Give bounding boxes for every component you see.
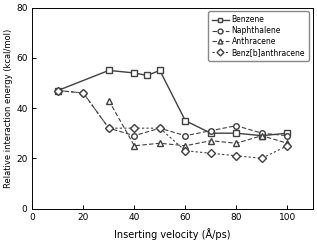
- Naphthalene: [107, 127, 111, 130]
- Naphthalene: [81, 92, 85, 94]
- Benz[b]anthracene: [56, 89, 60, 92]
- Benz[b]anthracene: [133, 127, 136, 130]
- Benzene: [56, 89, 60, 92]
- Anthracene: [235, 142, 238, 145]
- Naphthalene: [158, 127, 162, 130]
- Naphthalene: [133, 134, 136, 137]
- Naphthalene: [260, 132, 264, 135]
- Benzene: [285, 132, 289, 135]
- Benzene: [184, 119, 187, 122]
- Benzene: [235, 132, 238, 135]
- Line: Anthracene: Anthracene: [106, 98, 290, 149]
- Benzene: [145, 74, 149, 77]
- Benz[b]anthracene: [260, 157, 264, 160]
- Anthracene: [260, 134, 264, 137]
- Line: Naphthalene: Naphthalene: [55, 88, 290, 139]
- Benzene: [133, 71, 136, 74]
- Benz[b]anthracene: [209, 152, 213, 155]
- Legend: Benzene, Naphthalene, Anthracene, Benz[b]anthracene: Benzene, Naphthalene, Anthracene, Benz[b…: [208, 11, 309, 61]
- Naphthalene: [235, 124, 238, 127]
- Line: Benzene: Benzene: [55, 68, 290, 139]
- Benz[b]anthracene: [81, 92, 85, 94]
- Line: Benz[b]anthracene: Benz[b]anthracene: [55, 88, 290, 161]
- Benz[b]anthracene: [107, 127, 111, 130]
- Naphthalene: [209, 129, 213, 132]
- Naphthalene: [56, 89, 60, 92]
- Anthracene: [158, 142, 162, 145]
- Benz[b]anthracene: [184, 149, 187, 152]
- Benz[b]anthracene: [158, 127, 162, 130]
- Benzene: [107, 69, 111, 72]
- Anthracene: [133, 144, 136, 147]
- Anthracene: [285, 142, 289, 145]
- Benzene: [209, 132, 213, 135]
- Anthracene: [107, 99, 111, 102]
- Benz[b]anthracene: [285, 144, 289, 147]
- Naphthalene: [184, 134, 187, 137]
- Benzene: [158, 69, 162, 72]
- Naphthalene: [285, 134, 289, 137]
- Anthracene: [184, 144, 187, 147]
- Y-axis label: Relative interaction energy (kcal/mol): Relative interaction energy (kcal/mol): [4, 29, 13, 188]
- Anthracene: [209, 139, 213, 142]
- Benzene: [260, 134, 264, 137]
- X-axis label: Inserting velocity (Å/ps): Inserting velocity (Å/ps): [114, 228, 231, 240]
- Benz[b]anthracene: [235, 154, 238, 157]
